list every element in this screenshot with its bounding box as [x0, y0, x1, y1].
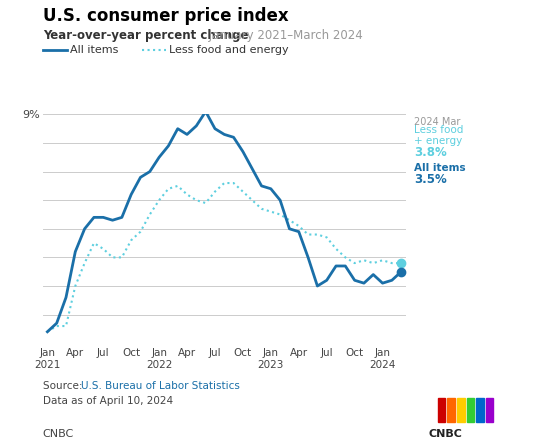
Text: CNBC: CNBC	[429, 429, 463, 439]
Text: CNBC: CNBC	[43, 429, 74, 439]
Text: + energy: + energy	[414, 136, 462, 146]
Text: January 2021–March 2024: January 2021–March 2024	[205, 29, 363, 42]
Text: Source:: Source:	[43, 381, 85, 391]
Text: All items: All items	[70, 45, 119, 55]
Text: 3.8%: 3.8%	[414, 146, 446, 159]
Text: U.S. consumer price index: U.S. consumer price index	[43, 7, 288, 25]
Text: Data as of April 10, 2024: Data as of April 10, 2024	[43, 396, 173, 406]
Text: Year-over-year percent change: Year-over-year percent change	[43, 29, 248, 42]
Text: U.S. Bureau of Labor Statistics: U.S. Bureau of Labor Statistics	[81, 381, 240, 391]
Text: 3.5%: 3.5%	[414, 173, 446, 186]
Text: All items: All items	[414, 163, 466, 173]
Text: 2024 Mar: 2024 Mar	[414, 117, 460, 127]
Text: Less food and energy: Less food and energy	[169, 45, 289, 55]
Text: Less food: Less food	[414, 125, 463, 136]
